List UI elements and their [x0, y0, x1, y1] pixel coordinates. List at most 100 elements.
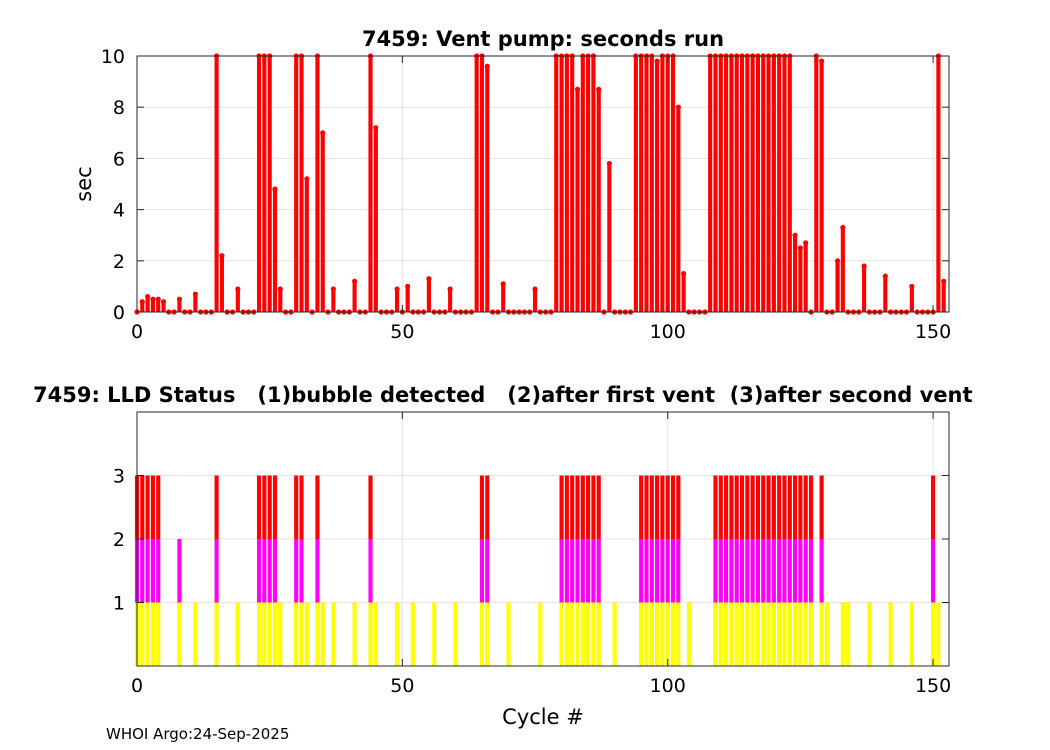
lld-bar-1: [755, 602, 761, 666]
lld-bar-3: [639, 475, 644, 539]
vent-pump-point: [219, 253, 225, 259]
vent-pump-stem: [479, 56, 485, 312]
lld-bar-3: [564, 475, 569, 539]
vent-pump-point: [681, 271, 687, 277]
lld-bar-1: [909, 602, 914, 666]
lld-bar-3: [479, 475, 485, 539]
lld-bar-3: [739, 475, 745, 539]
lld-bar-1: [352, 602, 357, 666]
vent-pump-stem: [262, 56, 267, 312]
lld-bar-2: [734, 539, 739, 603]
lld-status-plot: 0 50 100 150 1 2 3 7459: LLD Status (1)bubble …: [33, 383, 973, 729]
vent-pump-ytick-label: 2: [113, 251, 125, 273]
vent-pump-point: [606, 160, 612, 167]
lld-bar-1: [867, 602, 872, 666]
vent-pump-stem: [803, 242, 808, 312]
vent-pump-stem: [750, 56, 755, 312]
vent-pump-stem: [793, 235, 798, 312]
lld-bar-2: [787, 539, 792, 603]
vent-pump-stem: [474, 56, 479, 312]
lld-bar-1: [373, 602, 378, 666]
lld-bar-2: [665, 539, 670, 603]
vent-pump-point: [447, 286, 453, 292]
lld-bar-2: [670, 539, 676, 603]
vent-pump-point: [797, 245, 803, 251]
lld-bar-1: [724, 602, 729, 666]
vent-pump-point: [176, 296, 183, 302]
vent-pump-point: [834, 258, 841, 264]
lld-bar-3: [649, 475, 654, 539]
lld-bar-1: [294, 602, 299, 666]
vent-pump-point: [574, 86, 581, 92]
vent-pump-stem: [368, 56, 373, 312]
lld-bar-3: [755, 475, 761, 539]
vent-pump-stem: [941, 281, 946, 312]
lld-bar-1: [272, 602, 278, 666]
lld-bar-3: [766, 475, 771, 539]
lld-bar-3: [750, 475, 755, 539]
lld-bar-2: [575, 539, 580, 603]
vent-pump-stem: [660, 56, 665, 312]
lld-ytick-label: 3: [113, 466, 125, 488]
lld-bar-2: [262, 539, 267, 603]
vent-pump-title: 7459: Vent pump: seconds run: [362, 27, 724, 51]
vent-pump-point: [139, 299, 145, 305]
lld-bar-1: [485, 602, 490, 666]
lld-bar-3: [713, 475, 718, 539]
vent-pump-stem: [724, 56, 729, 312]
lld-bar-1: [570, 602, 575, 666]
lld-bar-1: [214, 602, 219, 666]
lld-bar-2: [761, 539, 766, 603]
vent-pump-stem: [405, 286, 410, 312]
lld-bar-1: [761, 602, 766, 666]
lld-bar-1: [575, 602, 580, 666]
vent-pump-point: [909, 283, 915, 289]
vent-pump-point: [792, 232, 798, 238]
lld-bar-3: [596, 475, 601, 539]
vent-pump-point: [272, 186, 278, 192]
vent-pump-point: [840, 224, 846, 231]
lld-xtick-label: 150: [915, 675, 951, 697]
vent-pump-ytick-label: 4: [113, 200, 125, 222]
lld-bar-1: [777, 602, 782, 666]
lld-bar-3: [368, 475, 373, 539]
lld-bar-1: [798, 602, 803, 666]
lld-bar-3: [262, 475, 267, 539]
vent-pump-stem: [644, 56, 649, 312]
lld-bar-1: [750, 602, 755, 666]
lld-bar-3: [655, 475, 660, 539]
vent-pump-stem: [909, 286, 914, 312]
vent-pump-stem: [320, 132, 325, 312]
lld-bar-1: [591, 602, 596, 666]
lld-bar-3: [315, 475, 320, 539]
lld-bar-1: [644, 602, 649, 666]
lld-bar-1: [686, 602, 692, 666]
vent-pump-stem: [840, 227, 845, 312]
lld-bar-2: [580, 539, 585, 603]
vent-pump-point: [596, 86, 602, 92]
lld-bar-2: [798, 539, 803, 603]
vent-pump-stem: [256, 56, 262, 312]
lld-bar-2: [676, 539, 681, 603]
lld-bar-2: [803, 539, 808, 603]
lld-bar-1: [931, 602, 936, 666]
vent-pump-stem: [755, 56, 761, 312]
lld-bar-1: [299, 602, 304, 666]
lld-bar-2: [639, 539, 644, 603]
vent-pump-stem: [299, 56, 304, 312]
vent-pump-stem: [485, 66, 490, 313]
vent-pump-point: [532, 286, 538, 292]
vent-pump-stem: [676, 107, 681, 312]
lld-bar-2: [368, 539, 373, 603]
lld-bar-1: [432, 602, 437, 666]
vent-pump-stem: [448, 288, 453, 312]
lld-bar-3: [570, 475, 575, 539]
footer-credit: WHOI Argo:24-Sep-2025: [106, 725, 290, 743]
vent-pump-point: [394, 286, 400, 292]
lld-bar-2: [294, 539, 299, 603]
lld-bar-3: [793, 475, 798, 539]
vent-pump-ytick-label: 10: [101, 46, 125, 68]
vent-pump-stem: [708, 56, 713, 312]
lld-bar-3: [660, 475, 665, 539]
